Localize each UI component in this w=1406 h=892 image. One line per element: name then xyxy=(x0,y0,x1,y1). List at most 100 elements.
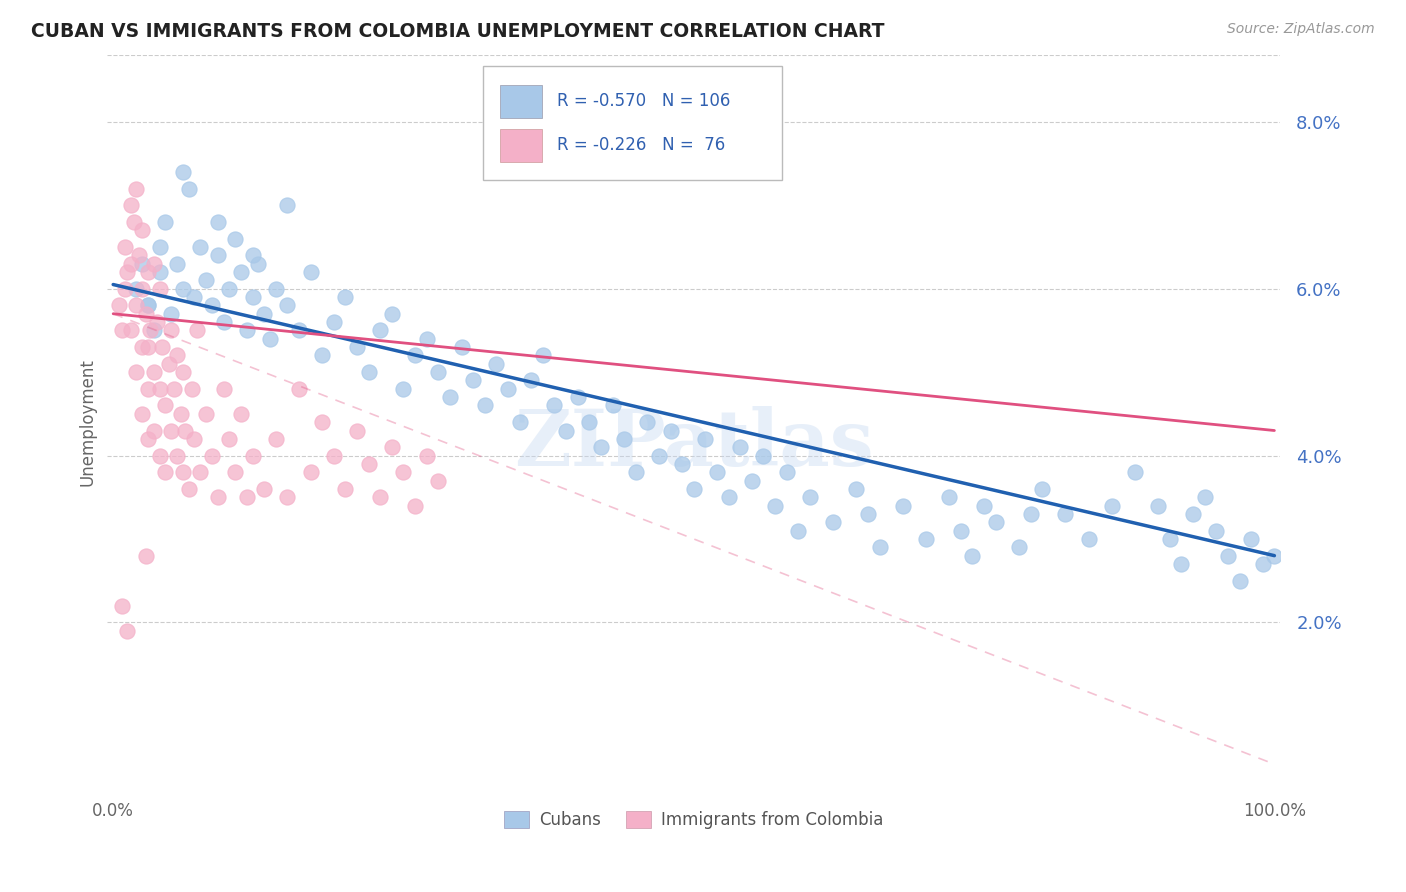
Point xyxy=(636,415,658,429)
Point xyxy=(1229,574,1251,588)
Point xyxy=(125,282,148,296)
Point xyxy=(201,298,224,312)
Point xyxy=(172,282,194,296)
Point xyxy=(938,490,960,504)
Point xyxy=(335,482,357,496)
Point xyxy=(1031,482,1053,496)
Point xyxy=(1251,557,1274,571)
Point xyxy=(136,340,159,354)
FancyBboxPatch shape xyxy=(501,85,543,118)
Point xyxy=(763,499,786,513)
Point xyxy=(357,457,380,471)
Point xyxy=(247,257,270,271)
Point xyxy=(195,273,218,287)
Point xyxy=(311,415,333,429)
Point xyxy=(166,348,188,362)
Point xyxy=(346,424,368,438)
Point xyxy=(322,449,344,463)
Point xyxy=(589,440,612,454)
Point xyxy=(229,265,252,279)
Point xyxy=(111,599,134,613)
Point xyxy=(463,374,485,388)
Point xyxy=(543,399,565,413)
Point xyxy=(427,474,450,488)
Point xyxy=(509,415,531,429)
Point xyxy=(114,282,136,296)
Point xyxy=(728,440,751,454)
Point xyxy=(496,382,519,396)
Point xyxy=(149,382,172,396)
Text: R = -0.570   N = 106: R = -0.570 N = 106 xyxy=(557,93,730,111)
Point xyxy=(915,532,938,546)
Point xyxy=(115,624,138,638)
Point xyxy=(114,240,136,254)
Point xyxy=(242,290,264,304)
Point xyxy=(160,307,183,321)
Point xyxy=(207,490,229,504)
Point xyxy=(415,332,437,346)
Point xyxy=(122,215,145,229)
Point xyxy=(207,248,229,262)
Point xyxy=(160,323,183,337)
Point xyxy=(212,315,235,329)
Point xyxy=(242,248,264,262)
Point xyxy=(823,516,845,530)
Point xyxy=(177,181,200,195)
Point xyxy=(131,223,153,237)
Point xyxy=(381,440,404,454)
Point xyxy=(856,507,879,521)
Point xyxy=(520,374,543,388)
Point xyxy=(120,198,142,212)
Point xyxy=(392,465,415,479)
Point xyxy=(183,290,205,304)
Point xyxy=(188,240,211,254)
Point xyxy=(392,382,415,396)
Point xyxy=(578,415,600,429)
Point xyxy=(166,449,188,463)
Point xyxy=(648,449,671,463)
Point xyxy=(891,499,914,513)
Y-axis label: Unemployment: Unemployment xyxy=(79,359,96,486)
Point xyxy=(125,298,148,312)
Point xyxy=(242,449,264,463)
Point xyxy=(212,382,235,396)
Point xyxy=(135,549,157,563)
Point xyxy=(136,298,159,312)
Point xyxy=(1101,499,1123,513)
Point xyxy=(136,265,159,279)
Point xyxy=(131,407,153,421)
Point xyxy=(188,465,211,479)
Point xyxy=(253,307,276,321)
Point xyxy=(973,499,995,513)
Point xyxy=(427,365,450,379)
Point xyxy=(155,399,177,413)
Point xyxy=(299,465,322,479)
Point xyxy=(135,307,157,321)
Point xyxy=(276,198,298,212)
Point xyxy=(253,482,276,496)
Point xyxy=(136,432,159,446)
Point xyxy=(695,432,717,446)
Point xyxy=(177,482,200,496)
Point xyxy=(1182,507,1205,521)
FancyBboxPatch shape xyxy=(501,128,543,161)
Text: ZIPatlas: ZIPatlas xyxy=(515,406,873,483)
Point xyxy=(128,248,150,262)
Point xyxy=(142,257,165,271)
Text: Source: ZipAtlas.com: Source: ZipAtlas.com xyxy=(1227,22,1375,37)
Point xyxy=(1240,532,1263,546)
Point xyxy=(869,541,891,555)
Point xyxy=(195,407,218,421)
Point xyxy=(776,465,799,479)
Point xyxy=(108,298,131,312)
Point xyxy=(752,449,775,463)
Point xyxy=(142,323,165,337)
Point xyxy=(984,516,1007,530)
Point xyxy=(157,357,180,371)
Point xyxy=(259,332,281,346)
Point xyxy=(146,315,169,329)
Point xyxy=(174,424,197,438)
Point xyxy=(613,432,636,446)
Point xyxy=(404,499,426,513)
Point xyxy=(1216,549,1239,563)
